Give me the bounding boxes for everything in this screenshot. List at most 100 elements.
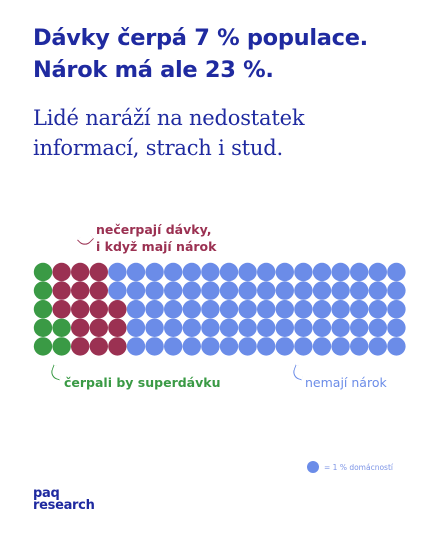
waffle-dot xyxy=(126,300,146,319)
waffle-dot xyxy=(164,318,183,337)
waffle-dot xyxy=(33,262,53,282)
waffle-dot xyxy=(89,262,109,282)
waffle-dot xyxy=(108,281,127,300)
waffle-dot xyxy=(312,300,332,319)
waffle-dot xyxy=(238,281,257,300)
waffle-dot xyxy=(368,300,387,319)
waffle-dot xyxy=(368,337,387,356)
waffle-dot xyxy=(275,300,294,319)
waffle-dot xyxy=(182,262,201,282)
waffle-dot xyxy=(312,262,332,282)
subtitle-line-1: Lidé naráží na nedostatek xyxy=(33,106,305,130)
waffle-dot xyxy=(294,281,313,300)
waffle-dot xyxy=(219,281,239,300)
waffle-dot xyxy=(350,300,369,319)
waffle-dot xyxy=(219,262,239,282)
waffle-dot xyxy=(219,318,239,337)
waffle-dot xyxy=(238,262,257,282)
subtitle-line-2: informací, strach i stud. xyxy=(33,136,283,160)
waffle-dot xyxy=(71,281,90,300)
waffle-dot xyxy=(257,300,276,319)
waffle-dot xyxy=(331,318,350,337)
waffle-dot xyxy=(294,318,313,337)
waffle-dot xyxy=(33,337,53,356)
waffle-dot xyxy=(275,337,294,356)
waffle-dot xyxy=(182,281,201,300)
waffle-dot xyxy=(257,262,276,282)
waffle-dot xyxy=(312,318,332,337)
waffle-dot xyxy=(164,337,183,356)
waffle-dot xyxy=(126,337,146,356)
waffle-dot xyxy=(145,337,164,356)
waffle-dot xyxy=(33,281,53,300)
waffle-dot xyxy=(52,300,71,319)
waffle-dot xyxy=(126,262,146,282)
waffle-dot xyxy=(52,337,71,356)
annotation-not-receiving-line-2: i když mají nárok xyxy=(96,239,217,254)
waffle-dot xyxy=(89,300,109,319)
waffle-dot xyxy=(145,318,164,337)
waffle-dot xyxy=(275,281,294,300)
waffle-dot xyxy=(164,300,183,319)
logo-line-2: research xyxy=(33,498,95,513)
waffle-dot xyxy=(312,337,332,356)
waffle-dot xyxy=(368,281,387,300)
waffle-dot xyxy=(331,337,350,356)
waffle-dot xyxy=(108,300,127,319)
waffle-dot xyxy=(71,318,90,337)
legend-label: = 1 % domácností xyxy=(324,462,393,472)
waffle-dot xyxy=(312,281,332,300)
waffle-dot xyxy=(294,300,313,319)
waffle-dot xyxy=(89,318,109,337)
waffle-dot xyxy=(350,337,369,356)
waffle-dot xyxy=(145,281,164,300)
waffle-dot xyxy=(238,318,257,337)
waffle-dot xyxy=(52,281,71,300)
waffle-dot xyxy=(89,337,109,356)
waffle-dot xyxy=(108,318,127,337)
waffle-dot xyxy=(182,318,201,337)
waffle-dot xyxy=(164,262,183,282)
waffle-dot xyxy=(201,281,220,300)
waffle-dot xyxy=(52,262,71,282)
annotation-receiving: čerpali by superdávku xyxy=(64,375,221,390)
waffle-dot xyxy=(275,318,294,337)
waffle-dot xyxy=(294,337,313,356)
waffle-dot xyxy=(201,337,220,356)
waffle-dot xyxy=(350,281,369,300)
waffle-dot xyxy=(108,262,127,282)
waffle-dot xyxy=(33,300,53,319)
waffle-dot xyxy=(164,281,183,300)
waffle-dot xyxy=(219,337,239,356)
annotation-not-receiving-line-1: nečerpají dávky, xyxy=(96,222,212,237)
waffle-dot xyxy=(219,300,239,319)
annotation-not-eligible: nemají nárok xyxy=(305,375,387,390)
waffle-dot xyxy=(387,300,406,319)
waffle-dot xyxy=(350,318,369,337)
waffle-dot xyxy=(71,262,90,282)
waffle-dot xyxy=(238,300,257,319)
waffle-dot xyxy=(387,262,406,282)
waffle-dot xyxy=(294,262,313,282)
logo-line-1: paq xyxy=(33,486,60,501)
waffle-dot xyxy=(126,281,146,300)
waffle-dot xyxy=(201,300,220,319)
waffle-dot xyxy=(145,300,164,319)
waffle-dot xyxy=(331,281,350,300)
waffle-dot xyxy=(71,300,90,319)
waffle-dot xyxy=(71,337,90,356)
waffle-dot xyxy=(52,318,71,337)
waffle-dot xyxy=(368,318,387,337)
headline-line-2: Nárok má ale 23 %. xyxy=(33,57,274,83)
legend: = 1 % domácností xyxy=(307,461,393,473)
waffle-dot xyxy=(331,262,350,282)
waffle-dot xyxy=(145,262,164,282)
waffle-dot xyxy=(257,337,276,356)
waffle-dot xyxy=(201,262,220,282)
waffle-dot xyxy=(182,337,201,356)
waffle-dot xyxy=(33,318,53,337)
waffle-dot xyxy=(182,300,201,319)
waffle-dot xyxy=(108,337,127,356)
paq-research-logo: paq research xyxy=(33,486,95,513)
waffle-dot xyxy=(257,318,276,337)
